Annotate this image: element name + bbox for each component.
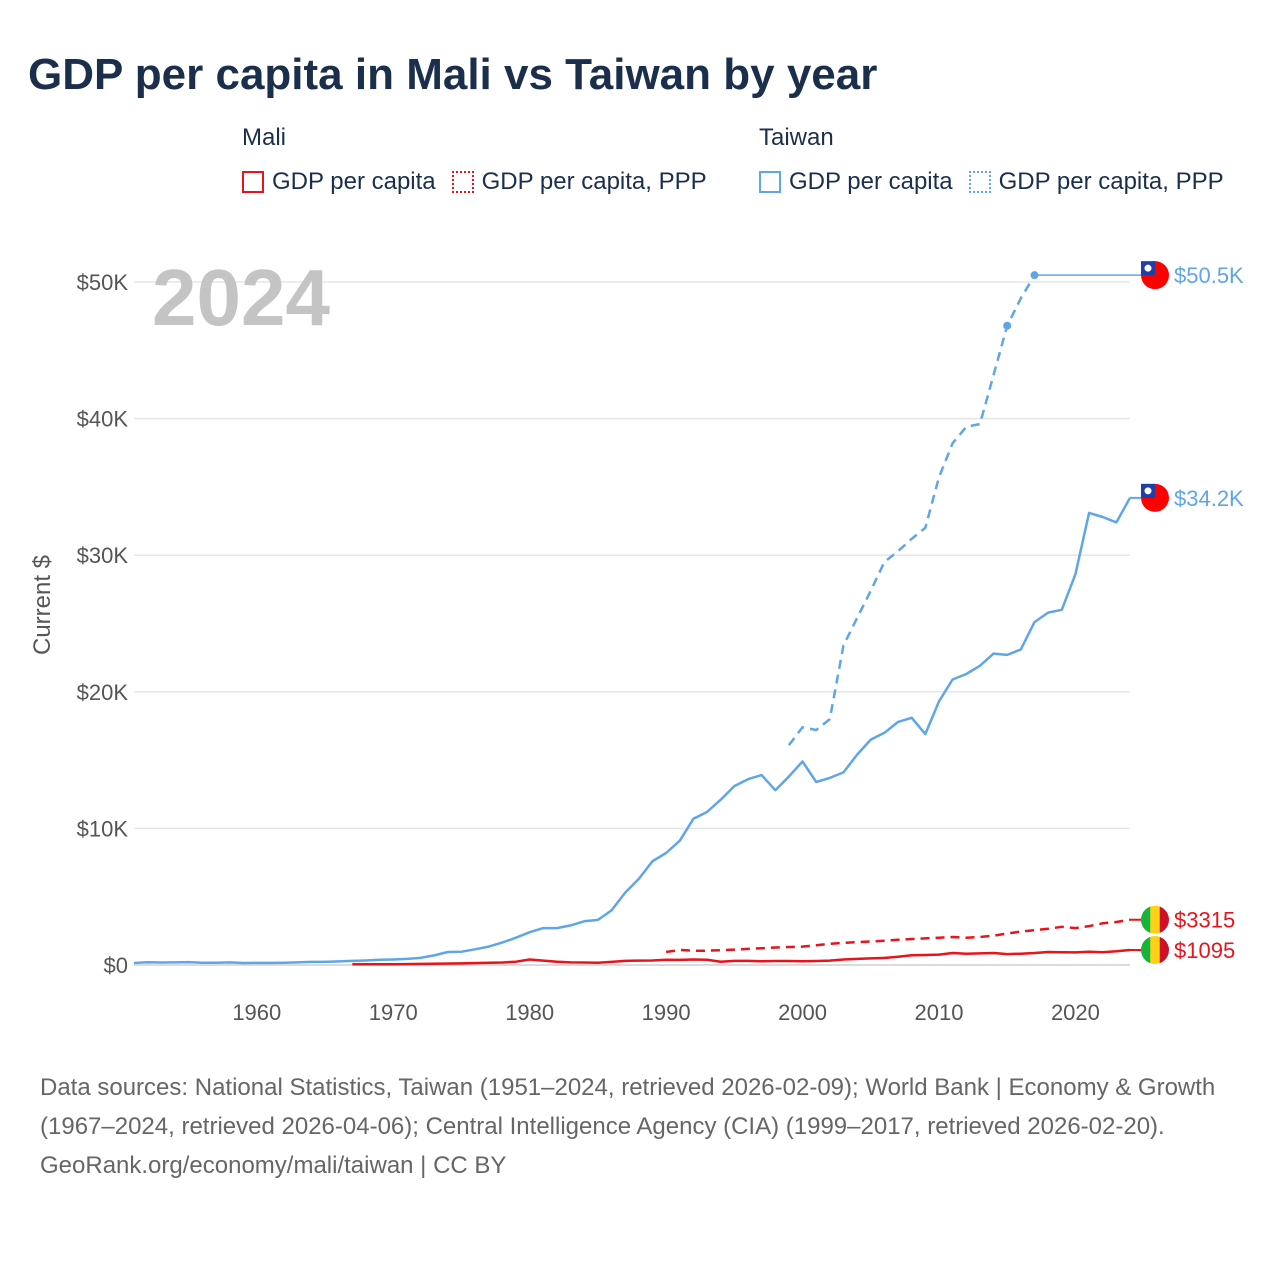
taiwan-flag-icon [1141,261,1169,290]
legend-mali-gdp[interactable]: GDP per capita [242,168,436,196]
flag-yellow [1150,905,1160,934]
x-tick-label: 1970 [369,1000,418,1025]
flag-yellow [1150,936,1160,965]
mali-flag-icon [1141,936,1169,965]
series-line-taiwan-ppp [787,274,1036,746]
y-tick-label: $0 [104,953,128,978]
mali-flag-icon [1141,905,1169,934]
legend-swatch-solid [242,171,264,193]
line-chart: $0 $10K $20K $30K $40K $50K 1960 1970 1980 1990 2… [29,253,1244,1025]
legend-swatch-dotted [968,171,991,193]
x-tick-label: 2010 [915,1000,964,1025]
legend-taiwan-gdp[interactable]: GDP per capita [759,168,953,196]
y-axis: $0 $10K $20K $30K $40K $50K [77,270,129,978]
y-axis-label: Current $ [29,555,56,655]
x-tick-label: 1960 [232,1000,281,1025]
legend-taiwan-name: Taiwan [759,124,834,151]
flag-stripes [1141,936,1169,965]
y-tick-label: $10K [77,816,129,841]
data-sources: Data sources: National Statistics, Taiwa… [40,1074,1216,1140]
end-value-label: $3315 [1174,908,1235,933]
x-tick-label: 2020 [1051,1000,1100,1025]
y-tick-label: $40K [77,407,129,432]
end-value-label: $34.2K [1174,486,1244,511]
taiwan-flag-icon [1141,483,1169,512]
series-line-taiwan-gdp [133,497,1132,965]
year-label: 2024 [152,253,330,342]
flag-sun [1144,487,1152,495]
credit-link[interactable]: GeoRank.org/economy/mali/taiwan | CC BY [40,1152,507,1179]
x-tick-label: 1980 [505,1000,554,1025]
flag-sun [1144,264,1152,272]
legend-mali-name: Mali [242,124,287,151]
y-tick-label: $20K [77,680,129,705]
legend-swatch-solid [759,171,781,193]
end-value-label: $1095 [1174,938,1235,963]
legend-mali-gdp-label: GDP per capita [272,168,436,195]
legend-swatch-dotted [451,171,474,193]
footer: Data sources: National Statistics, Taiwa… [40,1068,1240,1185]
legend-mali-ppp-label: GDP per capita, PPP [481,168,707,195]
data-point [1003,321,1012,330]
flag-red [1159,936,1169,965]
series-line-mali-gdp [352,948,1131,966]
y-tick-label: $30K [77,543,129,568]
page-title: GDP per capita in Mali vs Taiwan by year [28,50,878,99]
flag-stripes [1141,905,1169,934]
x-tick-label: 1990 [642,1000,691,1025]
grid [134,281,1130,966]
legend-mali-ppp[interactable]: GDP per capita, PPP [451,168,707,196]
x-axis: 1960 1970 1980 1990 2000 2010 2020 [232,1000,1100,1025]
x-tick-label: 2000 [778,1000,827,1025]
end-value-label: $50.5K [1174,263,1244,288]
y-tick-label: $50K [77,270,129,295]
flag-green [1141,905,1151,934]
flag-red [1159,905,1169,934]
series-line-mali-ppp [665,918,1131,954]
legend-mali: Mali GDP per capita GDP per capita, PPP [242,124,723,196]
legend-taiwan-ppp[interactable]: GDP per capita, PPP [968,168,1224,196]
flag-green [1141,936,1151,965]
legend-taiwan-ppp-label: GDP per capita, PPP [998,168,1224,195]
end-labels: $34.2K $50.5K $1095 $3315 [1141,261,1244,965]
legend-taiwan: Taiwan GDP per capita GDP per capita, PP… [759,124,1240,196]
series-group [133,271,1155,966]
legend-taiwan-gdp-label: GDP per capita [789,168,953,195]
